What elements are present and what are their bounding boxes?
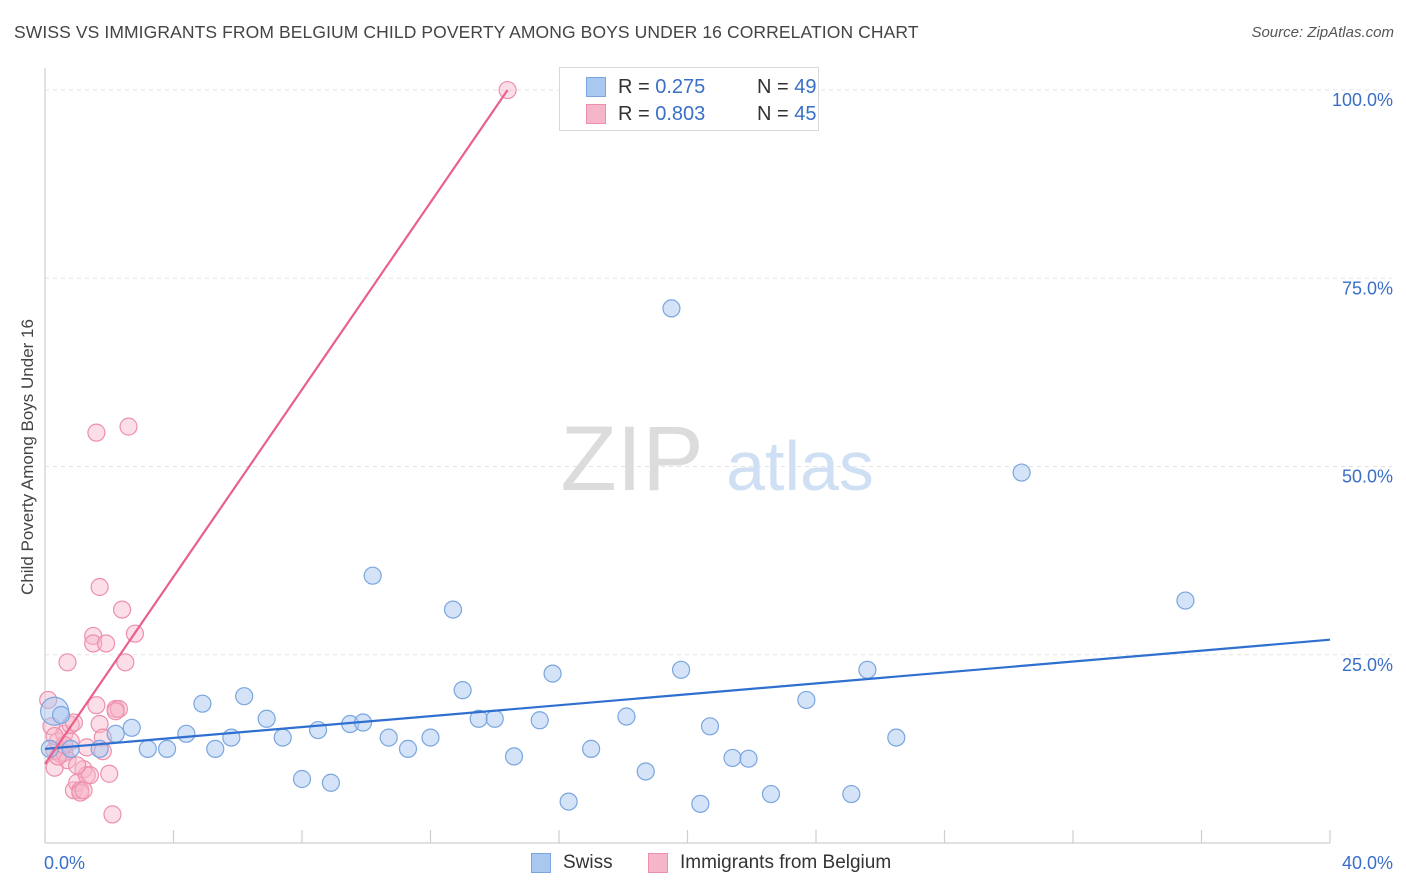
data-point-swiss bbox=[177, 724, 196, 743]
data-point-swiss bbox=[582, 739, 601, 758]
data-point-belgium bbox=[58, 653, 77, 672]
data-point-swiss bbox=[235, 687, 254, 706]
x-tick-label: 0.0% bbox=[44, 853, 85, 873]
chart-title: SWISS VS IMMIGRANTS FROM BELGIUM CHILD P… bbox=[14, 22, 919, 42]
data-point-belgium bbox=[68, 756, 87, 775]
data-point-belgium bbox=[90, 714, 109, 734]
data-point-belgium bbox=[109, 699, 128, 719]
legend-swiss-n: 49 bbox=[794, 75, 817, 98]
data-point-swiss bbox=[797, 690, 816, 710]
series-swiss-points bbox=[40, 299, 1195, 813]
legend-r-label: R = bbox=[618, 102, 650, 125]
legend-label-belgium: Immigrants from Belgium bbox=[680, 852, 892, 873]
data-point-swiss bbox=[122, 718, 141, 737]
data-point-swiss bbox=[206, 739, 225, 758]
data-point-belgium bbox=[87, 423, 106, 442]
data-point-belgium bbox=[116, 653, 135, 672]
data-point-swiss bbox=[1176, 591, 1195, 610]
data-point-belgium bbox=[112, 600, 132, 619]
data-point-swiss bbox=[530, 711, 549, 730]
legend-belgium-n: 45 bbox=[794, 102, 817, 125]
legend-swatch-swiss bbox=[531, 853, 551, 873]
data-point-belgium bbox=[103, 805, 122, 824]
data-point-swiss bbox=[723, 748, 742, 768]
y-tick-label: 100.0% bbox=[1332, 90, 1393, 110]
data-point-swiss bbox=[691, 794, 710, 813]
legend-n-label: N = bbox=[757, 75, 789, 98]
watermark-atlas: atlas bbox=[726, 427, 874, 505]
data-point-swiss bbox=[61, 739, 80, 758]
data-point-swiss bbox=[106, 724, 125, 743]
data-point-belgium bbox=[71, 783, 90, 802]
y-tick-label: 50.0% bbox=[1342, 467, 1393, 487]
data-point-swiss bbox=[273, 728, 292, 747]
data-point-swiss bbox=[138, 739, 157, 758]
data-point-swiss bbox=[379, 728, 398, 747]
trend-line-belgium bbox=[44, 89, 509, 765]
data-point-swiss bbox=[858, 660, 877, 679]
legend-swatch-belgium bbox=[648, 853, 668, 873]
series-legend-swiss: Swiss bbox=[531, 852, 613, 874]
legend-label-swiss: Swiss bbox=[563, 852, 613, 873]
grid-lines bbox=[45, 89, 1392, 656]
legend-belgium-r: 0.803 bbox=[655, 102, 706, 125]
legend-n-label: N = bbox=[757, 102, 789, 125]
data-point-swiss bbox=[559, 792, 578, 811]
source-credit: Source: ZipAtlas.com bbox=[1251, 24, 1394, 41]
series-legend-belgium: Immigrants from Belgium bbox=[648, 852, 891, 874]
y-tick-label: 75.0% bbox=[1342, 278, 1393, 298]
data-point-swiss bbox=[662, 299, 681, 318]
data-point-swiss bbox=[761, 784, 781, 804]
data-point-belgium bbox=[100, 764, 119, 783]
data-point-swiss bbox=[887, 728, 906, 747]
data-point-belgium bbox=[87, 696, 106, 715]
data-point-swiss bbox=[157, 739, 177, 758]
data-point-swiss bbox=[453, 681, 472, 700]
axis-ticks: 25.0% 50.0% 75.0% 100.0% 0.0% 40.0% bbox=[44, 90, 1393, 873]
data-point-swiss bbox=[1012, 463, 1031, 482]
data-point-belgium bbox=[74, 781, 93, 800]
data-point-belgium bbox=[80, 766, 100, 785]
data-point-swiss bbox=[485, 709, 504, 728]
data-point-swiss bbox=[842, 784, 861, 804]
data-point-swiss bbox=[700, 717, 720, 736]
legend-swiss-r: 0.275 bbox=[655, 75, 706, 98]
data-point-swiss bbox=[617, 707, 636, 726]
data-point-belgium bbox=[119, 417, 138, 436]
series-legend: Swiss Immigrants from Belgium bbox=[0, 852, 1406, 878]
data-point-swiss bbox=[739, 749, 758, 768]
data-point-swiss bbox=[543, 664, 562, 683]
data-point-belgium bbox=[96, 634, 116, 653]
data-point-swiss bbox=[671, 660, 691, 679]
trend-lines bbox=[44, 89, 1331, 765]
data-point-swiss bbox=[321, 773, 341, 792]
x-tick-label: 40.0% bbox=[1342, 853, 1393, 873]
data-point-swiss bbox=[398, 739, 418, 758]
watermark: ZIP atlas bbox=[560, 408, 874, 510]
data-point-belgium bbox=[84, 634, 103, 653]
data-point-swiss bbox=[443, 600, 463, 619]
correlation-legend: R = 0.275 N = 49 R = 0.803 N = 45 bbox=[559, 67, 819, 131]
data-point-swiss bbox=[193, 694, 212, 713]
data-point-belgium bbox=[90, 577, 109, 597]
data-point-swiss bbox=[51, 705, 71, 725]
trend-line-swiss bbox=[44, 638, 1331, 750]
data-point-swiss bbox=[292, 769, 312, 789]
watermark-zip: ZIP bbox=[560, 408, 703, 510]
data-point-swiss bbox=[421, 728, 440, 747]
legend-swatch-belgium bbox=[586, 104, 606, 124]
legend-swatch-swiss bbox=[586, 77, 606, 97]
data-point-swiss bbox=[257, 709, 276, 728]
data-point-belgium bbox=[106, 702, 125, 721]
data-point-swiss bbox=[363, 566, 382, 585]
legend-r-label: R = bbox=[618, 75, 650, 98]
data-point-swiss bbox=[636, 762, 655, 781]
series-belgium-points bbox=[39, 80, 517, 824]
data-point-swiss bbox=[504, 747, 524, 766]
y-tick-label: 25.0% bbox=[1342, 655, 1393, 675]
